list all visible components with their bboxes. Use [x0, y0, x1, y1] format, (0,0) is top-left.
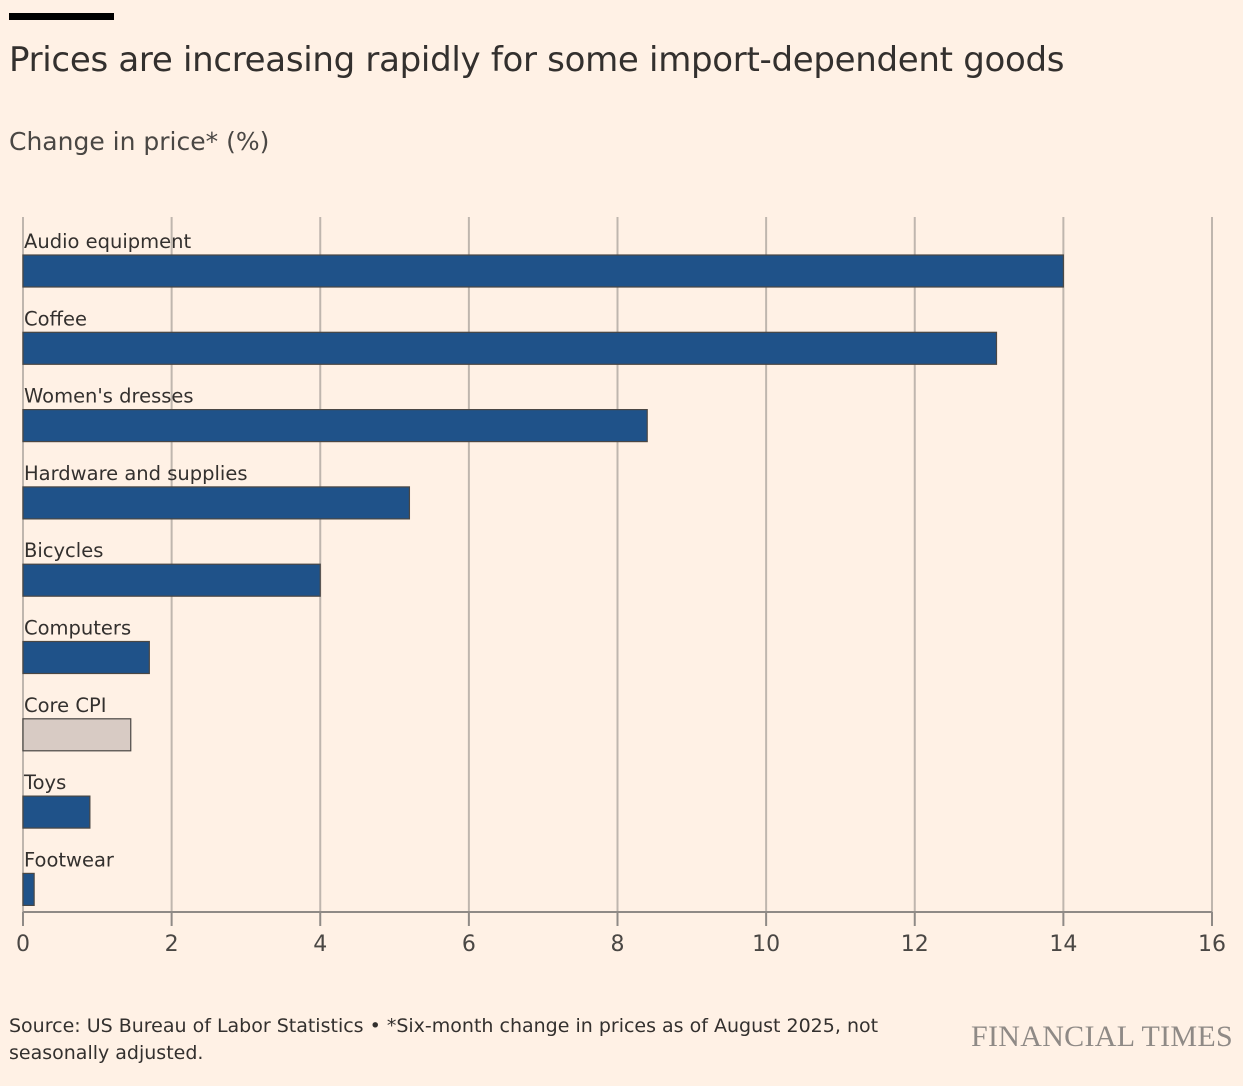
- x-tick-label: 14: [1049, 932, 1077, 957]
- bar: [22, 254, 1064, 288]
- category-label: Core CPI: [24, 694, 106, 717]
- bar: [22, 486, 411, 520]
- source-note: Source: US Bureau of Labor Statistics • …: [9, 1015, 879, 1064]
- bar: [22, 795, 91, 829]
- x-tick-label: 16: [1198, 932, 1226, 957]
- bar: [22, 331, 998, 365]
- chart-subtitle: Change in price* (%): [9, 127, 270, 156]
- x-tick-label: 4: [313, 932, 327, 957]
- category-label: Coffee: [24, 307, 87, 330]
- x-tick-label: 8: [611, 932, 625, 957]
- x-tick-label: 6: [462, 932, 476, 957]
- category-label: Footwear: [24, 848, 115, 871]
- category-label: Bicycles: [24, 539, 103, 562]
- x-tick-label: 0: [16, 932, 30, 957]
- category-label: Toys: [23, 771, 66, 794]
- category-label: Women's dresses: [24, 385, 194, 408]
- bar: [22, 718, 132, 752]
- chart-title: Prices are increasing rapidly for some i…: [9, 40, 1065, 80]
- bar: [22, 872, 35, 907]
- bar: [22, 563, 321, 597]
- x-tick-label: 12: [901, 932, 929, 957]
- category-label: Computers: [24, 617, 131, 640]
- x-tick-label: 2: [165, 932, 179, 957]
- category-label: Audio equipment: [24, 230, 192, 253]
- category-label: Hardware and supplies: [24, 462, 248, 485]
- bar: [22, 640, 150, 675]
- x-tick-label: 10: [752, 932, 780, 957]
- bar: [22, 409, 648, 443]
- ft-logo: FINANCIAL TIMES: [970, 1020, 1233, 1053]
- ft-accent-bar: [9, 13, 114, 20]
